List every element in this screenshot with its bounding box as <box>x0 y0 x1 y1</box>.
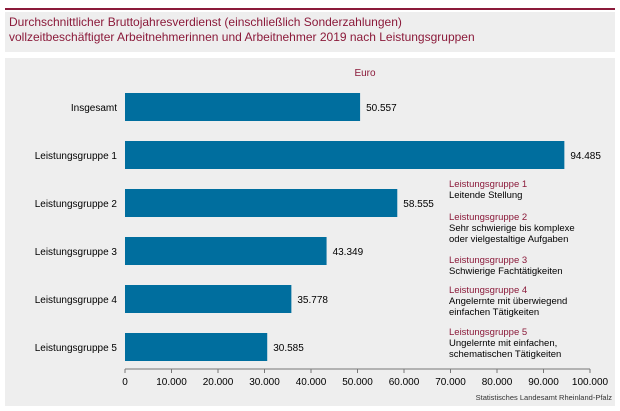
category-label: Leistungsgruppe 5 <box>35 343 118 354</box>
x-tick-label: 40.000 <box>296 377 327 388</box>
legend-item: Leistungsgruppe 5 Ungelernte mit einfache… <box>449 327 561 360</box>
title-box: Durchschnittlicher Bruttojahresverdienst… <box>5 12 615 52</box>
bar <box>125 333 268 361</box>
category-label: Leistungsgruppe 1 <box>35 151 118 162</box>
legend-text: Angelernte mit überwiegend <box>449 296 568 307</box>
legend-text: Leitende Stellung <box>449 190 523 201</box>
legend-item: Leistungsgruppe 3 Schwierige Fachtätigkei… <box>449 255 563 277</box>
unit-label: Euro <box>354 68 376 79</box>
bar <box>125 93 361 121</box>
chart-title-line1: Durchschnittlicher Bruttojahresverdienst… <box>9 15 402 29</box>
x-tick-label: 10.000 <box>156 377 187 388</box>
legend-text: oder vielgestaltige Aufgaben <box>449 234 569 245</box>
legend-title: Leistungsgruppe 4 <box>449 285 528 296</box>
legend-text: Sehr schwierige bis komplexe <box>449 223 575 234</box>
category-label: Leistungsgruppe 2 <box>35 199 118 210</box>
value-label: 50.557 <box>366 103 397 114</box>
source-note: Statistisches Landesamt Rheinland-Pfalz <box>475 393 612 402</box>
bar <box>125 237 327 265</box>
x-tick-label: 90.000 <box>528 377 559 388</box>
x-tick-label: 0 <box>122 377 128 388</box>
legend-text: Schwierige Fachtätigkeiten <box>449 266 563 277</box>
x-tick-label: 60.000 <box>389 377 420 388</box>
x-tick-label: 70.000 <box>435 377 466 388</box>
legend-text: schematischen Tätigkeiten <box>449 349 562 360</box>
legend-title: Leistungsgruppe 3 <box>449 255 528 266</box>
value-label: 35.778 <box>297 295 328 306</box>
value-label: 58.555 <box>403 199 434 210</box>
chart-title-line2: vollzeitbeschäftigter Arbeitnehmerinnen … <box>9 30 475 44</box>
legend-title: Leistungsgruppe 5 <box>449 327 528 338</box>
value-label: 30.585 <box>273 343 304 354</box>
legend-item: Leistungsgruppe 4 Angelernte mit überwieg… <box>449 285 567 318</box>
x-tick-label: 20.000 <box>203 377 234 388</box>
x-tick-label: 30.000 <box>249 377 280 388</box>
bar <box>125 285 292 313</box>
legend-text: Ungelernte mit einfachen, <box>449 338 558 349</box>
category-label: Leistungsgruppe 3 <box>35 247 118 258</box>
legend-title: Leistungsgruppe 2 <box>449 212 528 223</box>
value-label: 43.349 <box>333 247 364 258</box>
legend-text: einfachen Tätigkeiten <box>449 307 540 318</box>
bar <box>125 189 398 217</box>
x-tick-label: 80.000 <box>482 377 513 388</box>
x-tick-label: 50.000 <box>342 377 373 388</box>
legend-item: Leistungsgruppe 1 Leitende Stellung <box>449 179 527 201</box>
legend-title: Leistungsgruppe 1 <box>449 179 528 190</box>
top-rule <box>5 8 615 10</box>
x-tick-label: 100.000 <box>572 377 609 388</box>
category-label: Insgesamt <box>71 103 117 114</box>
category-label: Leistungsgruppe 4 <box>35 295 118 306</box>
value-label: 94.485 <box>570 151 601 162</box>
legend-item: Leistungsgruppe 2 Sehr schwierige bis kom… <box>449 212 575 245</box>
bar <box>125 141 565 169</box>
